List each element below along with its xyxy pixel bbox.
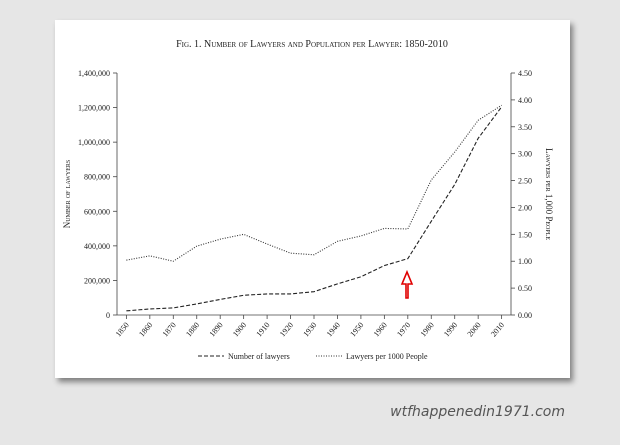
y2-axis-label: Lawyers per 1,000 People (544, 148, 554, 240)
y2-tick-label: 3.50 (518, 123, 532, 132)
y-tick-label: 200,000 (84, 276, 110, 285)
y-tick-label: 400,000 (84, 242, 110, 251)
series-line (126, 104, 502, 262)
y2-tick-label: 0.50 (518, 284, 532, 293)
y2-tick-label: 3.00 (518, 150, 532, 159)
watermark: wtfhappenedin1971.com (390, 404, 565, 420)
y2-tick-label: 2.50 (518, 177, 532, 186)
y2-tick-label: 2.00 (518, 203, 532, 212)
card (55, 20, 570, 378)
y2-tick-label: 4.00 (518, 96, 532, 105)
series-line (126, 106, 503, 312)
y-tick-label: 1,400,000 (78, 69, 110, 78)
y-axis-label: Number of lawyers (62, 160, 72, 229)
y-tick-label: 1,000,000 (78, 138, 110, 147)
y-tick-label: 800,000 (84, 173, 110, 182)
red-arrow (400, 269, 414, 299)
y2-tick-label: 0.00 (518, 311, 532, 320)
y2-tick-label: 4.50 (518, 69, 532, 78)
legend-label: Number of lawyers (228, 352, 290, 361)
legend-label: Lawyers per 1000 People (346, 352, 428, 361)
y-tick-label: 600,000 (84, 207, 110, 216)
y-tick-label: 0 (106, 311, 110, 320)
chart-title: Fig. 1. Number of Lawyers and Population… (176, 39, 448, 50)
y-tick-label: 1,200,000 (78, 104, 110, 113)
y2-tick-label: 1.00 (518, 257, 532, 266)
y2-tick-label: 1.50 (518, 230, 532, 239)
